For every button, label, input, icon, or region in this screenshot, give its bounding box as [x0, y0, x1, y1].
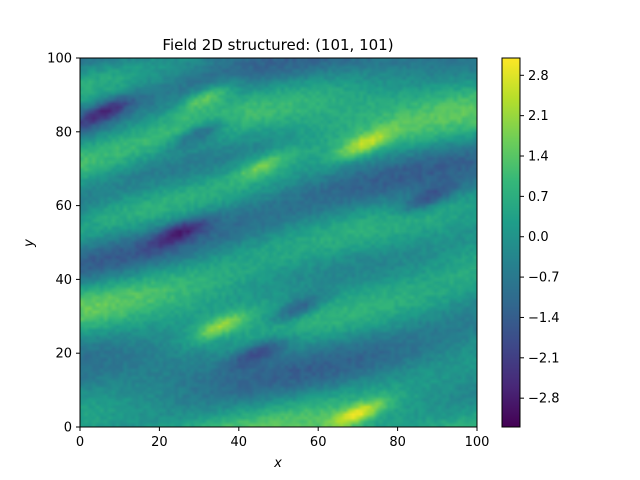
x-tick-label: 0 [76, 435, 84, 450]
colorbar-tick-label: −1.4 [528, 311, 560, 326]
x-tick-label: 80 [389, 435, 406, 450]
y-tick-label: 0 [64, 421, 72, 436]
heatmap-plot-area [80, 58, 477, 427]
colorbar-tick-label: 2.8 [528, 69, 549, 84]
colorbar-tick-label: 0.0 [528, 230, 549, 245]
colorbar [501, 57, 521, 428]
colorbar-tick-label: −0.7 [528, 271, 560, 286]
y-tick-label: 40 [55, 273, 72, 288]
colorbar-tick-label: −2.8 [528, 392, 560, 407]
x-tick-label: 100 [465, 435, 490, 450]
colorbar-tick-label: 0.7 [528, 190, 549, 205]
x-axis-label: x [273, 456, 282, 471]
x-axis-ticks: 0 20 40 60 80 100 [76, 427, 490, 450]
y-tick-label: 80 [55, 125, 72, 140]
y-tick-label: 20 [55, 347, 72, 362]
y-tick-label: 60 [55, 199, 72, 214]
x-tick-label: 20 [151, 435, 168, 450]
colorbar-tick-label: 1.4 [528, 150, 549, 165]
y-axis-ticks: 0 20 40 60 80 100 [47, 52, 80, 436]
y-tick-label: 100 [47, 52, 72, 67]
x-tick-label: 40 [231, 435, 248, 450]
x-tick-label: 60 [310, 435, 327, 450]
chart-title: Field 2D structured: (101, 101) [162, 36, 393, 54]
y-axis-label: y [22, 239, 37, 248]
axes-frame [79, 57, 478, 428]
colorbar-ticks: 2.8 2.1 1.4 0.7 0.0 −0.7 −1.4 −2.1 −2.8 [520, 69, 560, 407]
colorbar-tick-label: −2.1 [528, 351, 560, 366]
heatmap-field [80, 58, 477, 427]
colorbar-tick-label: 2.1 [528, 109, 549, 124]
